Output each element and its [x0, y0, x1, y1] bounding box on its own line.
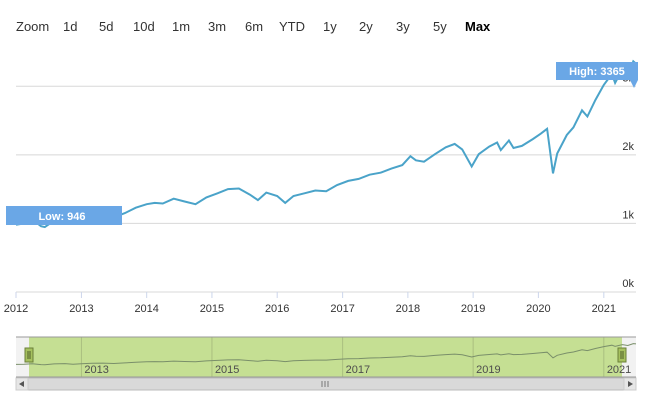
- x-tick-label: 2012: [4, 303, 28, 315]
- navigator-tick-label: 2017: [346, 364, 370, 376]
- navigator-right-handle[interactable]: [617, 347, 627, 363]
- x-tick-label: 2013: [69, 303, 93, 315]
- x-tick-label: 2014: [134, 303, 158, 315]
- low-flag-box: [6, 206, 122, 225]
- scrollbar[interactable]: [15, 377, 637, 391]
- x-tick-label: 2017: [330, 303, 354, 315]
- zoom-button-6m[interactable]: 6m: [245, 19, 264, 34]
- scrollbar-grip-icon: [321, 381, 329, 387]
- navigator-tick-label: 2015: [215, 364, 239, 376]
- y-tick-label: 1k: [622, 209, 634, 221]
- x-tick-label: 2016: [265, 303, 289, 315]
- x-tick-label: 2020: [526, 303, 550, 315]
- navigator-selected-range[interactable]: [29, 337, 622, 377]
- y-tick-label: 0k: [622, 278, 634, 290]
- y-tick-label: 2k: [622, 141, 634, 153]
- zoom-button-2y[interactable]: 2y: [359, 19, 373, 34]
- zoom-button-1y[interactable]: 1y: [323, 19, 337, 34]
- zoom-button-ytd[interactable]: YTD: [279, 19, 305, 34]
- low-flag-label: Low: 946: [38, 211, 85, 223]
- x-tick-label: 2018: [396, 303, 420, 315]
- x-axis: 2012 2013 2014 2015 2016 2017 2018 2019 2020 2021: [4, 292, 616, 315]
- zoom-button-1m[interactable]: 1m: [172, 19, 191, 34]
- zoom-button-5d[interactable]: 5d: [99, 19, 114, 34]
- scroll-right-button[interactable]: [623, 377, 637, 391]
- high-flag: High: 3365: [556, 62, 638, 88]
- high-flag-pointer: [630, 80, 638, 88]
- navigator-tick-label: 2021: [607, 364, 631, 376]
- zoom-button-5y[interactable]: 5y: [433, 19, 447, 34]
- zoom-button-10d[interactable]: 10d: [133, 19, 155, 34]
- arrow-left-icon: [19, 381, 24, 387]
- navigator-tick-label: 2013: [84, 364, 108, 376]
- price-series-line: [15, 59, 637, 229]
- x-tick-label: 2021: [592, 303, 616, 315]
- navigator-grid: [80, 337, 605, 377]
- zoom-button-1d[interactable]: 1d: [63, 19, 78, 34]
- high-flag-box: [556, 62, 638, 80]
- x-tick-label: 2019: [461, 303, 485, 315]
- zoom-button-3m[interactable]: 3m: [208, 19, 227, 34]
- scroll-left-button[interactable]: [15, 377, 29, 391]
- low-flag: Low: 946: [6, 206, 122, 225]
- zoom-toolbar: Zoom 1d 5d 10d 1m 3m 6m YTD 1y 2y 3y 5y …: [0, 0, 652, 52]
- arrow-right-icon: [628, 381, 633, 387]
- navigator-left-handle[interactable]: [24, 347, 34, 363]
- zoom-button-3y[interactable]: 3y: [396, 19, 410, 34]
- scrollbar-thumb[interactable]: [27, 377, 625, 391]
- high-flag-label: High: 3365: [569, 66, 625, 78]
- zoom-button-max[interactable]: Max: [465, 19, 491, 34]
- navigator-tick-label: 2019: [476, 364, 500, 376]
- navigator-axis: 2013 2015 2017 2019 2021: [84, 364, 631, 376]
- x-tick-label: 2015: [200, 303, 224, 315]
- y-axis: 0k1k2k3k: [622, 72, 634, 290]
- zoom-label: Zoom: [16, 19, 50, 34]
- grid-lines: [16, 85, 636, 293]
- navigator[interactable]: 2013 2015 2017 2019 2021: [15, 336, 637, 378]
- navigator-series-line: [15, 343, 637, 366]
